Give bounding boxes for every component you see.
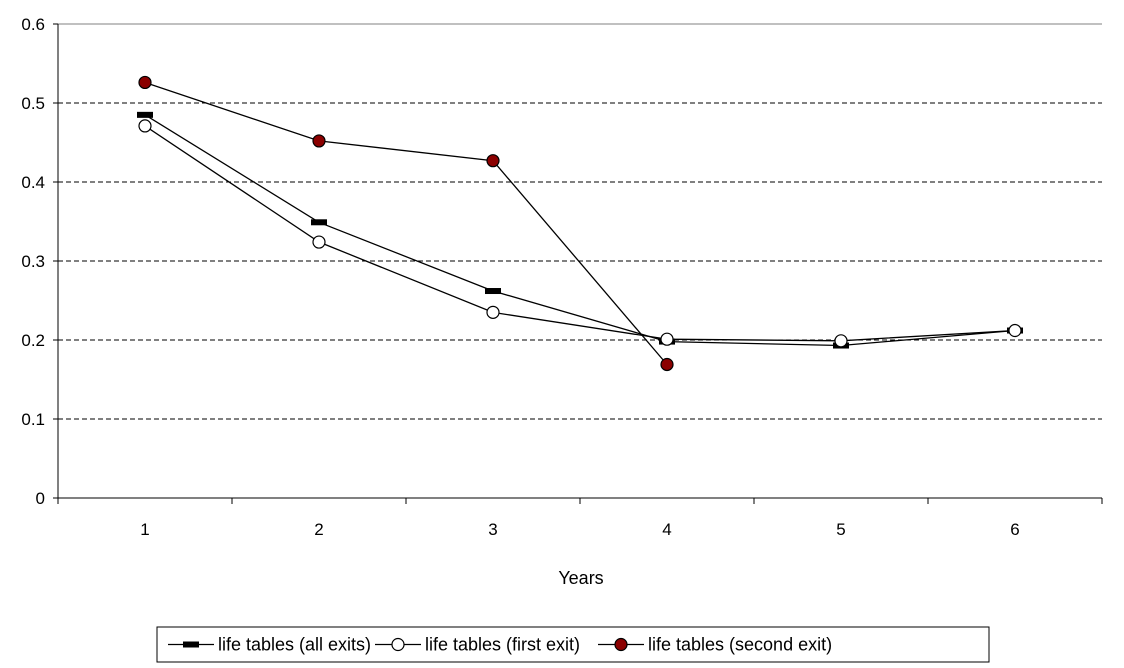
data-point (138, 75, 152, 90)
y-tick-label: 0.5 (21, 94, 45, 113)
legend-swatch-marker (183, 641, 199, 648)
legend: life tables (all exits) life tables (firs… (156, 626, 990, 663)
data-point (834, 334, 848, 348)
data-point (660, 357, 674, 372)
data-point (311, 219, 327, 226)
x-axis-title: Years (558, 568, 603, 588)
series-line (144, 81, 668, 365)
series-line (144, 125, 1016, 342)
axis-labels: Years 0 0.1 0.2 0.3 0.4 0.5 0.6 1 2 3 4 5 6 (21, 15, 1019, 588)
data-point (486, 154, 500, 168)
x-tick-label: 3 (488, 520, 497, 539)
y-tick-label: 0.6 (21, 15, 45, 34)
data-point (660, 332, 674, 346)
axes (53, 23, 1103, 504)
legend-label: life tables (second exit) (648, 635, 832, 655)
x-tick-label: 6 (1010, 520, 1019, 539)
series-line (144, 114, 1016, 347)
legend-item: life tables (second exit) (598, 635, 832, 655)
x-tick-label: 4 (662, 520, 671, 539)
data-point (137, 111, 153, 118)
legend-label: life tables (all exits) (218, 635, 371, 655)
data-point (485, 288, 501, 295)
data-point (486, 305, 500, 319)
legend-swatch-marker (614, 637, 628, 652)
y-tick-label: 0.4 (21, 173, 45, 192)
data-point (1008, 323, 1022, 338)
legend-label: life tables (first exit) (425, 635, 580, 655)
series-1 (137, 111, 1023, 349)
data-point (312, 235, 326, 249)
series-3 (138, 75, 674, 372)
legend-item: life tables (all exits) (168, 635, 371, 655)
series-group (137, 75, 1023, 372)
y-tick-label: 0.3 (21, 252, 45, 271)
data-point (138, 119, 152, 133)
x-tick-label: 1 (140, 520, 149, 539)
y-tick-label: 0 (36, 489, 45, 508)
y-tick-label: 0.2 (21, 331, 45, 350)
x-tick-label: 5 (836, 520, 845, 539)
legend-box (156, 626, 990, 663)
x-tick-label: 2 (314, 520, 323, 539)
gridlines (58, 23, 1102, 420)
series-2 (138, 119, 1022, 348)
y-tick-label: 0.1 (21, 410, 45, 429)
legend-item: life tables (first exit) (375, 635, 580, 655)
data-point (312, 134, 326, 148)
legend-swatch-marker (391, 637, 405, 652)
